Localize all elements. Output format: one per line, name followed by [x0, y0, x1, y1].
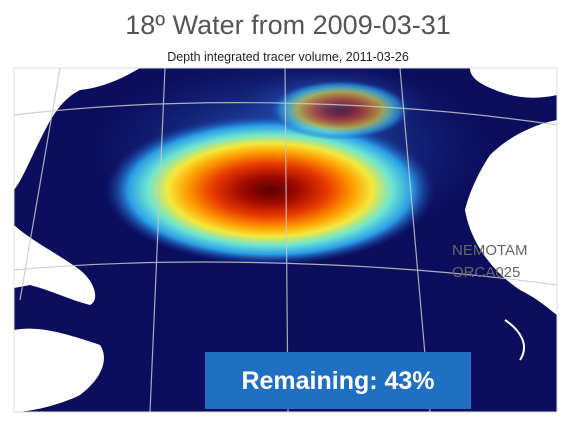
- map-frame: [13, 67, 558, 413]
- land: [14, 328, 104, 412]
- badge: [205, 352, 471, 409]
- plume: [105, 115, 435, 265]
- map: NEMOTAM ORCA025: [14, 68, 557, 412]
- land: [470, 68, 557, 98]
- model-label: ORCA025: [452, 264, 520, 281]
- title: 18º Water from 2009-03-31: [125, 10, 451, 40]
- coast: [504, 319, 525, 361]
- land: [14, 225, 96, 305]
- land: [465, 120, 557, 315]
- plume: [270, 80, 410, 140]
- badge-text: Remaining: 43%: [241, 367, 434, 395]
- model-label: NEMOTAM: [452, 242, 528, 259]
- land: [14, 68, 140, 190]
- subtitle: Depth integrated tracer volume, 2011-03-…: [167, 50, 409, 64]
